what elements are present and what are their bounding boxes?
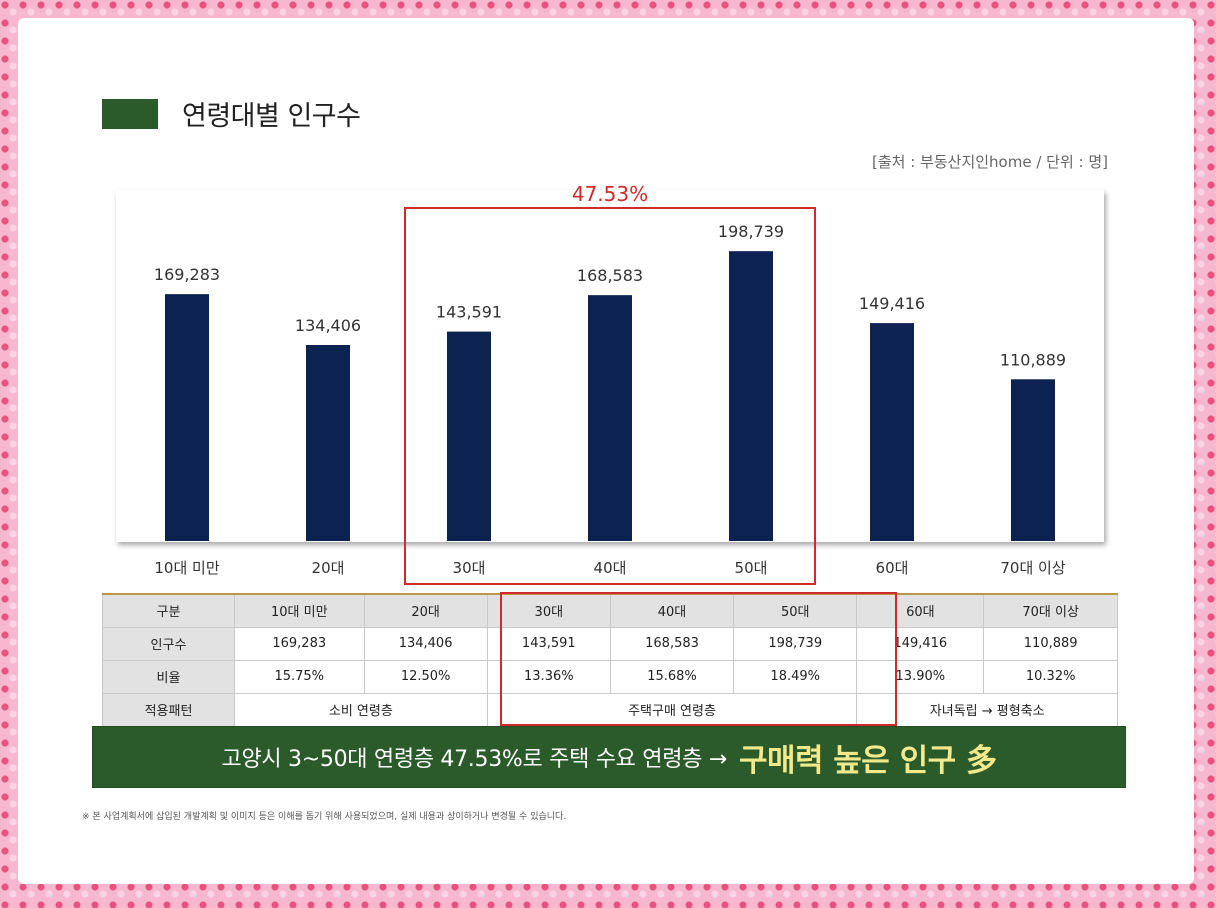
table-col-header: 10대 미만 <box>234 593 365 628</box>
table-header-row: 구분 10대 미만 20대 30대 40대 50대 60대 70대 이상 <box>102 593 1118 628</box>
bar-value-label: 198,739 <box>718 222 784 241</box>
table-row-pattern: 적용패턴 소비 연령층 주택구매 연령층 자녀독립 → 평형축소 <box>102 692 1118 727</box>
highlight-label: 47.53% <box>572 182 648 206</box>
bar-10대 미만 <box>165 294 209 541</box>
bar-value-label: 134,406 <box>295 316 361 335</box>
footnote: ※ 본 사업계획서에 삽입된 개발계획 및 이미지 등은 이해를 돕기 위해 사… <box>82 812 567 822</box>
bar-70대 이상 <box>1011 379 1055 541</box>
category-label: 70대 이상 <box>1000 559 1065 577</box>
category-label: 50대 <box>735 559 768 577</box>
table-cell: 168,583 <box>609 626 735 661</box>
category-label: 60대 <box>876 559 909 577</box>
table-cell: 12.50% <box>363 659 488 694</box>
bar-value-label: 143,591 <box>436 303 502 322</box>
table-row-label: 인구수 <box>102 626 235 661</box>
table-col-header: 70대 이상 <box>983 593 1118 628</box>
bar-value-label: 169,283 <box>154 265 220 284</box>
table-cell: 15.75% <box>234 659 365 694</box>
table-cell-group: 소비 연령층 <box>234 692 488 727</box>
table-header-label: 구분 <box>102 593 235 628</box>
table-cell: 10.32% <box>983 659 1118 694</box>
table-cell: 110,889 <box>983 626 1118 661</box>
category-label: 10대 미만 <box>154 559 219 577</box>
highlight-box <box>404 207 816 585</box>
category-label: 40대 <box>594 559 627 577</box>
banner-text: 고양시 3~50대 연령층 47.53%로 주택 수요 연령층 → <box>221 747 728 772</box>
table-row-ratio: 비율 15.75% 12.50% 13.36% 15.68% 18.49% 13… <box>102 659 1118 694</box>
table-cell: 15.68% <box>609 659 735 694</box>
table-cell-group: 자녀독립 → 평형축소 <box>856 692 1118 727</box>
data-table: 구분 10대 미만 20대 30대 40대 50대 60대 70대 이상 인구수… <box>102 593 1118 727</box>
bar-value-label: 110,889 <box>1000 350 1066 369</box>
table-col-header: 20대 <box>363 593 488 628</box>
table-cell: 134,406 <box>363 626 488 661</box>
summary-banner: 고양시 3~50대 연령층 47.53%로 주택 수요 연령층 → 구매력 높은… <box>92 726 1126 788</box>
title-row: 연령대별 인구수 <box>102 94 361 133</box>
table-cell: 18.49% <box>733 659 858 694</box>
bar-value-label: 149,416 <box>859 294 925 313</box>
title-color-block <box>102 98 158 129</box>
bar-60대 <box>870 323 914 541</box>
table-cell: 149,416 <box>856 626 985 661</box>
bar-50대 <box>729 251 773 541</box>
table-cell: 169,283 <box>234 626 365 661</box>
table-col-header: 60대 <box>856 593 985 628</box>
source-note: [출처 : 부동산지인home / 단위 : 명] <box>872 153 1108 171</box>
table-cell-group: 주택구매 연령층 <box>486 692 858 727</box>
table-row-label: 적용패턴 <box>102 692 235 727</box>
bar-20대 <box>306 344 350 541</box>
bar-chart: 169,283 10대 미만 134,406 20대 143,591 30대 168,583… <box>154 182 1066 585</box>
table-row-population: 인구수 169,283 134,406 143,591 168,583 198,… <box>102 626 1118 661</box>
bar-30대 <box>447 331 491 541</box>
category-label: 20대 <box>312 559 345 577</box>
table-cell: 13.90% <box>856 659 985 694</box>
banner-highlight-text: 구매력 높은 인구 多 <box>738 742 997 779</box>
table-cell: 13.36% <box>486 659 611 694</box>
bar-value-label: 168,583 <box>577 266 643 285</box>
table-row-label: 비율 <box>102 659 235 694</box>
table-cell: 143,591 <box>486 626 611 661</box>
page-title: 연령대별 인구수 <box>182 101 361 132</box>
table-col-header: 40대 <box>609 593 735 628</box>
table-col-header: 30대 <box>486 593 611 628</box>
category-label: 30대 <box>453 559 486 577</box>
table-cell: 198,739 <box>733 626 858 661</box>
table-col-header: 50대 <box>733 593 858 628</box>
slide-canvas: 연령대별 인구수 [출처 : 부동산지인home / 단위 : 명] 169,2… <box>18 18 1194 884</box>
bar-40대 <box>588 295 632 541</box>
